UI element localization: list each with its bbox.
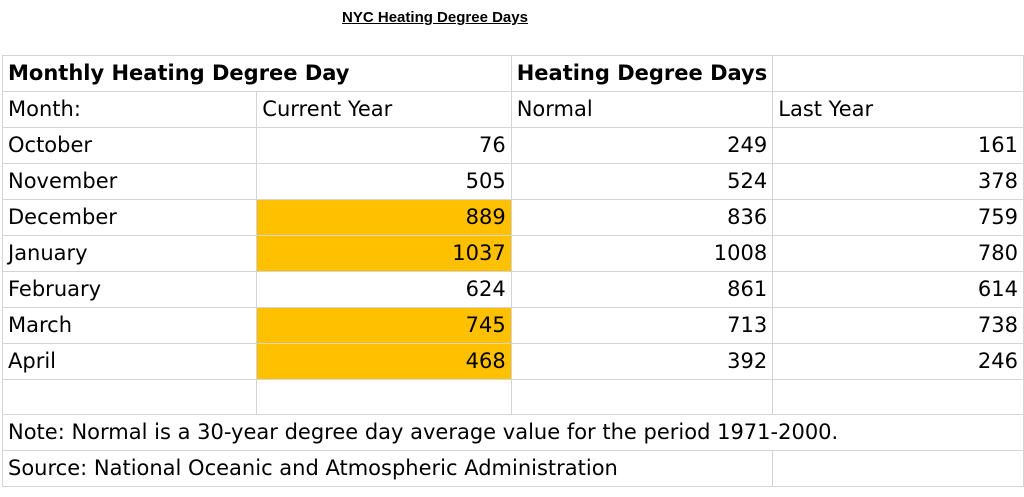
- normal-cell: 836: [510, 199, 774, 236]
- note-row: Note: Normal is a 30-year degree day ave…: [2, 414, 1024, 451]
- last-year-cell: 246: [772, 343, 1024, 380]
- empty-cell: [772, 55, 1024, 92]
- current-year-cell: 745: [256, 307, 512, 344]
- source-text: Source: National Oceanic and Atmospheric…: [1, 450, 774, 487]
- table-row: April 468 392 246: [1, 343, 1024, 380]
- month-cell: February: [1, 271, 258, 308]
- empty-cell: [1, 379, 258, 415]
- empty-cell: [772, 379, 1024, 415]
- empty-cell: [256, 379, 512, 415]
- empty-row: [1, 379, 1024, 415]
- month-cell: January: [1, 235, 258, 272]
- column-header-normal: Normal: [510, 91, 774, 128]
- current-year-cell: 624: [256, 271, 512, 308]
- current-year-cell: 76: [256, 127, 512, 164]
- current-year-cell: 505: [256, 163, 512, 200]
- header-heating-degree-days: Heating Degree Days: [510, 55, 774, 92]
- table-row: December 889 836 759: [1, 199, 1024, 236]
- normal-cell: 1008: [510, 235, 774, 272]
- column-header-month: Month:: [1, 91, 258, 128]
- empty-cell: [510, 379, 774, 415]
- last-year-cell: 780: [772, 235, 1024, 272]
- page-title: NYC Heating Degree Days: [342, 9, 528, 26]
- table-header-row: Monthly Heating Degree Day Heating Degre…: [2, 55, 1024, 92]
- table-row: October 76 249 161: [1, 127, 1024, 164]
- month-cell: March: [1, 307, 258, 344]
- normal-cell: 392: [510, 343, 774, 380]
- current-year-cell: 1037: [256, 235, 512, 272]
- heating-degree-days-table: Monthly Heating Degree Day Heating Degre…: [1, 55, 1024, 487]
- month-cell: December: [1, 199, 258, 236]
- column-header-current-year: Current Year: [256, 91, 512, 128]
- empty-cell: [772, 450, 1024, 487]
- normal-cell: 524: [510, 163, 774, 200]
- month-cell: November: [1, 163, 258, 200]
- last-year-cell: 738: [772, 307, 1024, 344]
- table-row: February 624 861 614: [1, 271, 1024, 308]
- last-year-cell: 161: [772, 127, 1024, 164]
- last-year-cell: 614: [772, 271, 1024, 308]
- current-year-cell: 468: [256, 343, 512, 380]
- last-year-cell: 759: [772, 199, 1024, 236]
- header-monthly-heating-degree-day: Monthly Heating Degree Day: [2, 55, 512, 92]
- column-header-last-year: Last Year: [772, 91, 1024, 128]
- month-cell: April: [1, 343, 258, 380]
- table-row: March 745 713 738: [1, 307, 1024, 344]
- month-cell: October: [1, 127, 258, 164]
- last-year-cell: 378: [772, 163, 1024, 200]
- normal-cell: 861: [510, 271, 774, 308]
- normal-cell: 249: [510, 127, 774, 164]
- column-header-row: Month: Current Year Normal Last Year: [1, 91, 1024, 128]
- note-text: Note: Normal is a 30-year degree day ave…: [2, 414, 1024, 451]
- source-row: Source: National Oceanic and Atmospheric…: [1, 450, 1024, 487]
- current-year-cell: 889: [256, 199, 512, 236]
- table-row: November 505 524 378: [1, 163, 1024, 200]
- table-row: January 1037 1008 780: [1, 235, 1024, 272]
- normal-cell: 713: [510, 307, 774, 344]
